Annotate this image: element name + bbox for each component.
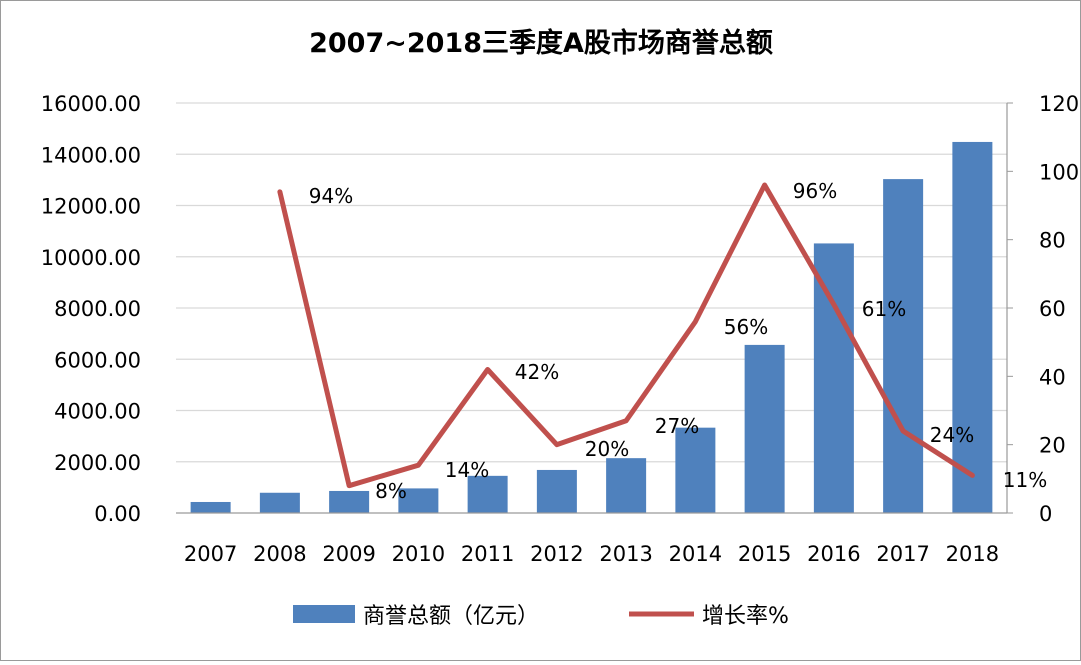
right-axis-tick-label: 60 (1039, 297, 1066, 321)
growth-rate-data-label: 96% (793, 179, 837, 203)
x-axis-tick-label: 2008 (253, 542, 306, 566)
x-axis-tick-label: 2014 (669, 542, 722, 566)
bar (675, 427, 716, 513)
left-axis-tick-label: 10000.00 (41, 246, 141, 270)
line-series (277, 182, 975, 489)
growth-rate-data-label: 27% (655, 414, 699, 438)
growth-rate-data-label: 42% (515, 360, 559, 384)
left-axis-tick-label: 2000.00 (54, 451, 141, 475)
bar (398, 488, 439, 513)
x-axis-tick-label: 2011 (461, 542, 514, 566)
bar (883, 179, 924, 513)
growth-rate-data-label: 11% (1003, 468, 1047, 492)
x-axis-tick-label: 2017 (876, 542, 929, 566)
left-axis-tick-label: 16000.00 (41, 92, 141, 116)
growth-rate-point (487, 369, 489, 370)
right-axis-tick-label: 80 (1039, 229, 1066, 253)
right-axis-tick-label: 120 (1039, 92, 1079, 116)
left-axis-tick-label: 4000.00 (54, 400, 141, 424)
chart-title: 2007~2018三季度A股市场商誉总额 (309, 27, 773, 59)
x-axis-tick-label: 2012 (530, 542, 583, 566)
growth-rate-data-label: 24% (930, 423, 974, 447)
right-axis-tick-label: 40 (1039, 365, 1066, 389)
bar (952, 141, 993, 513)
axes: 0.00 2000.00 4000.00 6000.00 8000.00 10000.00… (41, 92, 1079, 566)
bar (329, 490, 370, 513)
growth-rate-data-label: 61% (862, 297, 906, 321)
growth-rate-data-label: 94% (309, 184, 353, 208)
growth-rate-data-label: 20% (585, 437, 629, 461)
growth-rate-point (279, 191, 281, 193)
x-axis-tick-label: 2018 (946, 542, 999, 566)
x-axis-tick-label: 2016 (807, 542, 860, 566)
x-axis-tick-label: 2010 (392, 542, 445, 566)
data-labels: 94% 8% 14% 42% 20% 27% 56% 96% 61% 24% 11% (309, 179, 1047, 503)
growth-rate-point (833, 304, 835, 306)
growth-rate-point (348, 485, 350, 487)
growth-rate-point (971, 474, 973, 476)
left-axis-tick-label: 0.00 (94, 502, 141, 526)
legend-bar-label: 商誉总额（亿元） (363, 604, 539, 629)
growth-rate-data-label: 14% (445, 458, 489, 482)
legend-line-label: 增长率% (702, 604, 789, 629)
bar (536, 469, 577, 513)
bar (190, 501, 231, 513)
right-axis-tick-label: 0 (1039, 502, 1052, 526)
growth-rate-data-label: 56% (724, 315, 768, 339)
bar (744, 344, 785, 513)
right-axis-tick-label: 20 (1039, 434, 1066, 458)
growth-rate-point (764, 184, 766, 186)
right-axis-tick-label: 100 (1039, 160, 1079, 184)
legend: 商誉总额（亿元） 增长率% (293, 604, 789, 629)
growth-rate-point (694, 321, 696, 323)
bar (467, 475, 508, 513)
growth-rate-data-label: 8% (375, 479, 407, 503)
x-axis-tick-label: 2015 (738, 542, 791, 566)
left-axis-tick-label: 12000.00 (41, 195, 141, 219)
growth-rate-point (417, 464, 419, 466)
growth-rate-point (556, 444, 558, 446)
left-axis-tick-label: 14000.00 (41, 143, 141, 167)
bar (259, 492, 300, 513)
left-axis-tick-label: 8000.00 (54, 297, 141, 321)
gridlines (176, 102, 1007, 463)
bar (606, 458, 647, 513)
growth-rate-point (902, 430, 904, 432)
x-axis-tick-label: 2013 (599, 542, 652, 566)
bar-series (190, 141, 993, 514)
growth-rate-point (625, 420, 627, 422)
x-axis-tick-label: 2009 (322, 542, 375, 566)
bar (813, 243, 854, 514)
left-axis-tick-label: 6000.00 (54, 348, 141, 372)
legend-bar-swatch (293, 605, 355, 623)
x-axis-tick-label: 2007 (184, 542, 237, 566)
